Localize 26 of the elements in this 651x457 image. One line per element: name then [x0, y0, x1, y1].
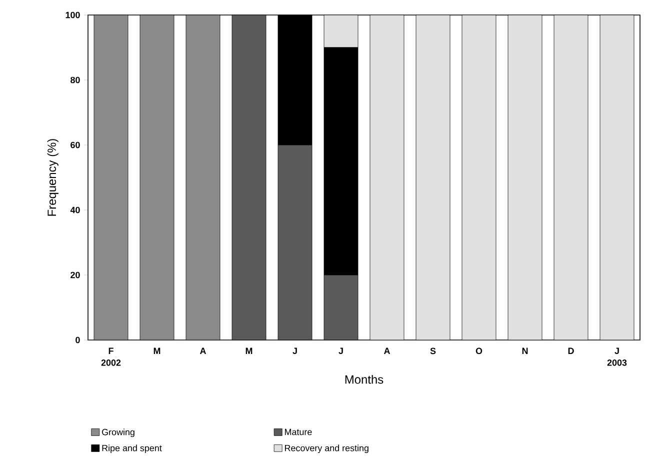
- x-tick-label: O: [476, 348, 482, 354]
- legend-label: Mature: [285, 428, 312, 436]
- text: 2002: [101, 360, 121, 366]
- x-tick-label: M: [246, 348, 252, 354]
- y-tick-label: 0: [76, 336, 80, 344]
- x-tick-label: A: [384, 348, 390, 354]
- y-tick-label: 100: [66, 12, 80, 18]
- x-tick-label: M: [154, 348, 160, 354]
- x-tick-label: F: [108, 348, 114, 354]
- x-tick-label: S: [430, 348, 436, 354]
- legend-label: Ripe and spent: [102, 444, 162, 454]
- y-tick-label: 20: [70, 272, 80, 278]
- text: 2003: [607, 360, 627, 366]
- x-tick-label: J: [614, 348, 619, 354]
- x-tick-label: J: [338, 348, 343, 354]
- y-tick-label: 80: [70, 76, 80, 84]
- x-axis-title: Months: [345, 374, 384, 384]
- x-tick-label: J: [292, 348, 297, 354]
- x-tick-label: D: [568, 348, 574, 354]
- y-axis-title: Frequency (%): [47, 139, 58, 216]
- legend-label: Recovery and resting: [285, 444, 368, 454]
- x-tick-label: N: [522, 348, 528, 354]
- y-tick-label: 60: [70, 142, 80, 148]
- legend-label: Growing: [102, 428, 134, 438]
- y-tick-label: 40: [70, 206, 80, 214]
- x-tick-label: A: [200, 348, 206, 354]
